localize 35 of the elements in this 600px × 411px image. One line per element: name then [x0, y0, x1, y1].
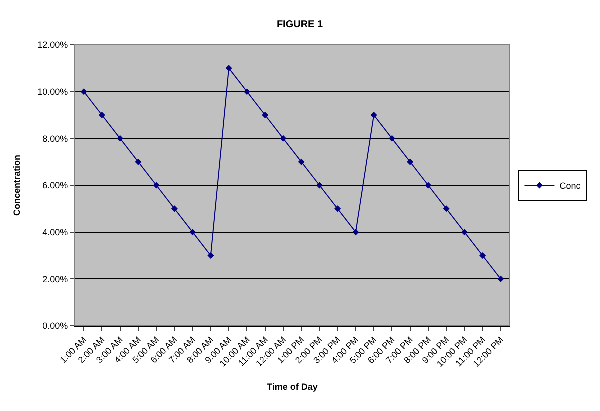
point — [153, 182, 160, 189]
y-tick-label: 0.00% — [42, 321, 68, 332]
point — [190, 229, 196, 236]
x-axis-title: Time of Day — [267, 382, 318, 392]
point — [171, 206, 178, 212]
point — [461, 229, 468, 236]
y-tick-label: 10.00% — [38, 86, 68, 97]
point — [352, 229, 360, 236]
point — [334, 206, 342, 212]
point — [98, 112, 106, 118]
chart-title: FIGURE 1 — [276, 20, 324, 31]
point — [117, 135, 124, 142]
y-tick-label: 6.00% — [42, 180, 68, 191]
y-tick-label: 8.00% — [42, 134, 68, 144]
point — [370, 112, 378, 118]
point — [226, 65, 232, 72]
point — [407, 158, 414, 166]
point — [135, 158, 142, 166]
point — [298, 158, 305, 166]
point — [388, 135, 396, 142]
point — [244, 88, 250, 96]
point — [280, 135, 287, 142]
y-tick-label: 4.00% — [42, 227, 68, 238]
y-tick-label: 12.00% — [38, 40, 68, 50]
point — [443, 206, 450, 212]
point — [262, 112, 269, 118]
y-tick-label: 2.00% — [42, 274, 68, 284]
point — [80, 88, 88, 96]
point — [425, 182, 432, 189]
point — [480, 252, 486, 259]
y-axis-title: Concentration — [12, 154, 22, 216]
point — [498, 276, 504, 282]
point — [208, 252, 214, 259]
legend-label: Conc — [560, 181, 582, 192]
point — [316, 182, 323, 189]
